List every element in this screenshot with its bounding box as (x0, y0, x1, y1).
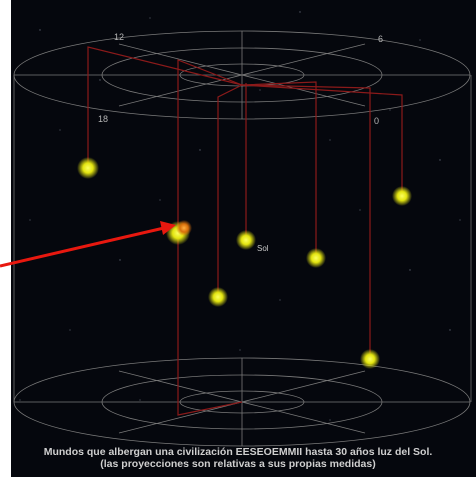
star-1 (77, 157, 99, 179)
label-hour-0: 0 (374, 116, 379, 126)
star-3-sun (236, 230, 256, 250)
pointer-arrow (0, 221, 176, 268)
star-5 (208, 287, 228, 307)
sun-label: Sol (257, 244, 269, 253)
top-ring-grid (13, 30, 471, 120)
star-2-orange-marker (176, 220, 192, 236)
projection-lines (87, 46, 403, 416)
label-hour-12: 12 (114, 32, 124, 42)
star-4 (306, 248, 326, 268)
label-hour-6: 6 (378, 34, 383, 44)
caption-line-1: Mundos que albergan una civilización EES… (43, 446, 433, 458)
caption-line-2: (las proyecciones son relativas a sus pr… (100, 458, 376, 470)
star-6 (392, 186, 412, 206)
label-hour-18: 18 (98, 114, 108, 124)
background-starfield (19, 11, 461, 421)
star-7 (360, 349, 380, 369)
cylinder-edges (13, 75, 472, 402)
